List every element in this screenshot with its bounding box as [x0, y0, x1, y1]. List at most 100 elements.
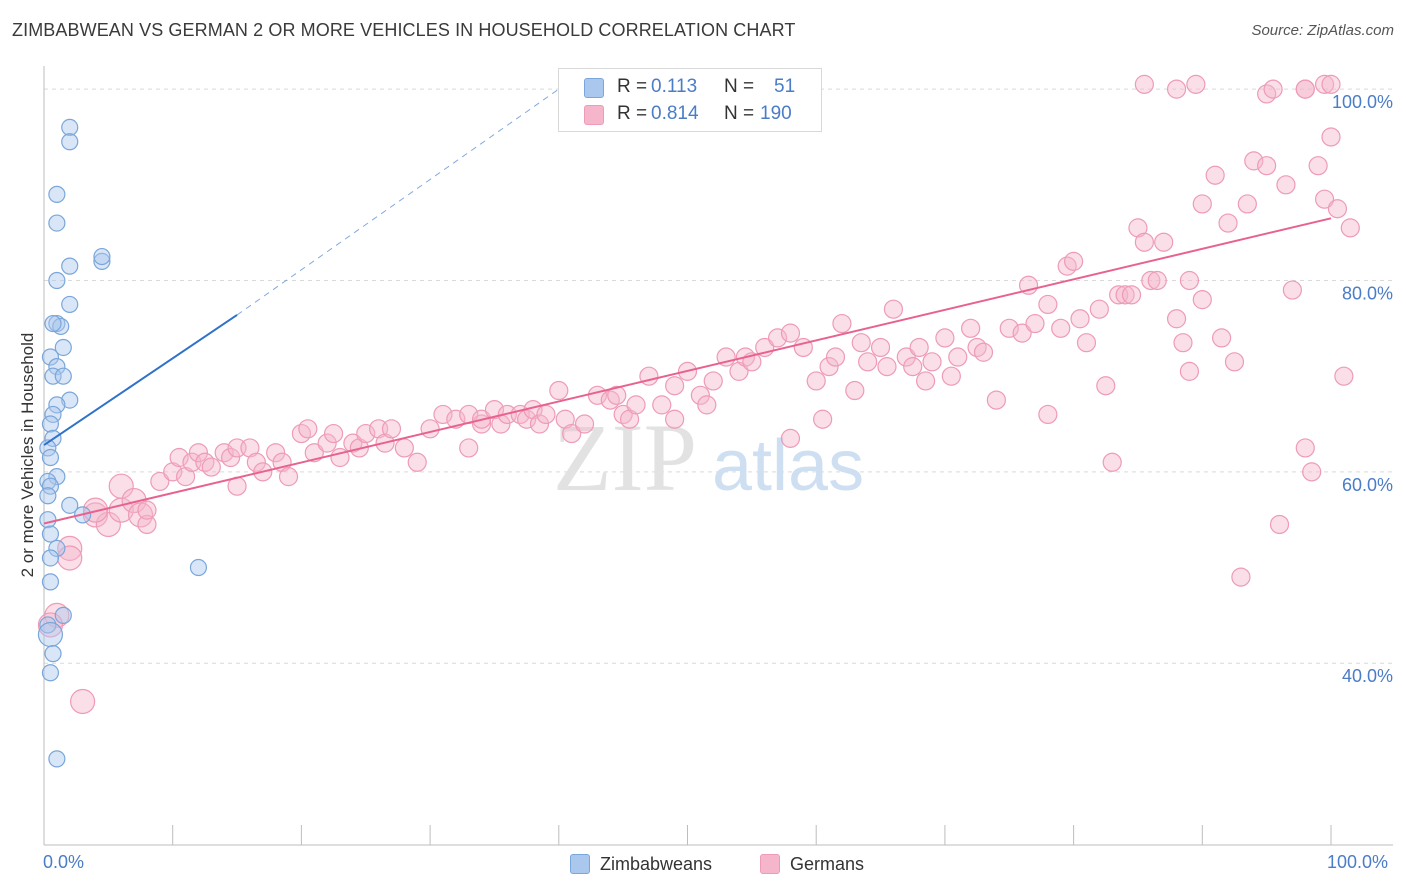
- germans-point: [459, 438, 479, 458]
- germans-point: [1257, 156, 1277, 176]
- zimbabweans-point: [48, 750, 66, 768]
- x-tick-label-max: 100.0%: [1327, 852, 1389, 872]
- germans-point: [922, 352, 942, 372]
- zimbabweans-point: [48, 214, 66, 232]
- germans-point: [819, 357, 839, 377]
- zimbabweans-point: [54, 367, 72, 385]
- germans-point: [1115, 285, 1135, 305]
- zimbabweans-point: [41, 448, 60, 467]
- germans-point: [1334, 366, 1354, 386]
- source-credit: Source: ZipAtlas.com: [1251, 22, 1394, 39]
- germans-point: [1327, 199, 1348, 219]
- germans-point: [941, 366, 961, 386]
- germans-point: [381, 419, 402, 439]
- germans-point: [986, 390, 1006, 410]
- zimbabweans-point: [54, 606, 72, 624]
- zimbabweans-point: [41, 477, 60, 495]
- germans-point: [137, 500, 157, 520]
- germans-point: [767, 328, 788, 348]
- germans-point: [1321, 127, 1341, 147]
- germans-point: [127, 502, 154, 528]
- germans-point: [806, 371, 826, 391]
- germans-point: [1276, 175, 1296, 195]
- germans-point: [1063, 251, 1084, 271]
- germans-point: [304, 443, 324, 463]
- germans-point: [1302, 462, 1322, 482]
- germans-point: [298, 419, 318, 439]
- zimbabweans-point: [39, 616, 57, 634]
- zimbabweans-point: [93, 252, 111, 270]
- stats-n-label: N =: [724, 76, 755, 97]
- zimbabweans-point: [37, 621, 64, 648]
- germans-point: [1231, 567, 1251, 587]
- germans-point: [562, 423, 582, 444]
- germans-point: [961, 318, 981, 338]
- legend-label: Zimbabweans: [600, 854, 713, 874]
- germans-point: [420, 419, 440, 439]
- stats-row-zimbabweans: R = 0.113 N = 51: [559, 74, 821, 100]
- germans-point: [903, 357, 923, 377]
- zimbabweans-point: [48, 185, 66, 203]
- zimbabweans-point: [61, 257, 79, 275]
- germans-point: [948, 347, 968, 367]
- stats-row-germans: R = 0.814 N = 190: [559, 101, 821, 127]
- germans-point: [221, 447, 241, 468]
- zimbabweans-point: [39, 472, 57, 491]
- zimbabweans-point: [48, 271, 66, 290]
- zimbabweans-point: [39, 511, 57, 529]
- germans-point: [175, 467, 196, 487]
- germans-point: [1134, 232, 1154, 252]
- germans-point: [1282, 280, 1302, 300]
- germans-point: [278, 467, 299, 487]
- germans-point: [1166, 79, 1187, 99]
- germans-point: [1340, 218, 1360, 238]
- zimbabweans-trend-line: [43, 314, 238, 446]
- germans-point: [82, 497, 109, 523]
- germans-point: [1154, 232, 1174, 252]
- germans-point: [665, 409, 685, 429]
- zimbabweans-point: [41, 549, 60, 567]
- germans-point: [240, 438, 260, 458]
- zimbabweans-point: [93, 247, 111, 266]
- germans-point: [137, 514, 157, 535]
- germans-point: [150, 471, 170, 492]
- zimbabweans-point: [61, 118, 79, 137]
- germans-point: [1308, 156, 1328, 176]
- germans-point: [317, 433, 337, 453]
- germans-point: [858, 352, 878, 372]
- germans-points: [37, 74, 1360, 715]
- y-tick-labels: 100.0% 80.0% 60.0% 40.0%: [1332, 92, 1393, 686]
- germans-point: [1186, 74, 1206, 94]
- germans-point: [95, 511, 121, 538]
- y-tick-label: 40.0%: [1342, 666, 1393, 686]
- germans-point: [549, 380, 569, 401]
- germans-point: [169, 447, 189, 468]
- germans-point: [266, 443, 286, 463]
- germans-point: [1212, 328, 1232, 348]
- germans-point: [780, 428, 801, 448]
- germans-point: [446, 409, 466, 429]
- germans-point: [201, 457, 221, 477]
- germans-point: [70, 688, 96, 715]
- zimbabweans-point: [189, 558, 208, 577]
- germans-point: [356, 423, 376, 444]
- germans-point: [915, 371, 936, 391]
- germans-point: [935, 328, 955, 348]
- germans-point: [1096, 376, 1116, 396]
- germans-point: [870, 337, 891, 358]
- germans-point: [407, 452, 427, 472]
- germans-point: [394, 438, 414, 458]
- germans-point: [57, 535, 83, 561]
- germans-point: [1263, 79, 1283, 99]
- germans-point: [813, 409, 833, 429]
- germans-point: [1147, 270, 1167, 291]
- germans-point: [323, 423, 344, 444]
- germans-point: [555, 409, 575, 429]
- stats-r-value: 0.814: [651, 103, 699, 124]
- germans-point: [1038, 404, 1058, 425]
- stats-r-label: R =: [617, 76, 648, 97]
- germans-point: [1192, 194, 1212, 214]
- germans-point: [652, 395, 672, 415]
- watermark-atlas: atlas: [712, 426, 864, 506]
